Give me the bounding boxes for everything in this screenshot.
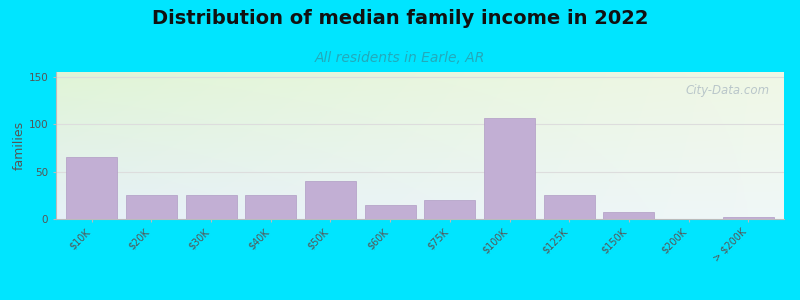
Bar	[66, 158, 117, 219]
Bar	[544, 195, 594, 219]
Text: City-Data.com: City-Data.com	[686, 84, 770, 97]
Bar	[126, 195, 177, 219]
Y-axis label: families: families	[13, 121, 26, 170]
Bar	[305, 181, 356, 219]
Bar	[365, 205, 415, 219]
Bar	[723, 217, 774, 219]
Text: Distribution of median family income in 2022: Distribution of median family income in …	[152, 9, 648, 28]
Bar	[186, 195, 237, 219]
Bar	[425, 200, 475, 219]
Bar	[484, 118, 535, 219]
Bar	[603, 212, 654, 219]
Bar	[246, 195, 296, 219]
Text: All residents in Earle, AR: All residents in Earle, AR	[315, 51, 485, 65]
